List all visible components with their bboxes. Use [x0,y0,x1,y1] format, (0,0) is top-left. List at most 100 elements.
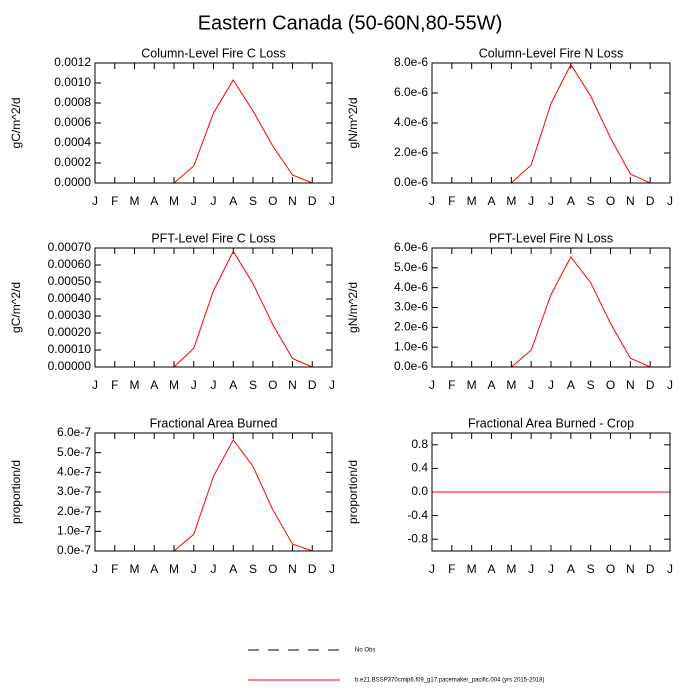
x-tick-label: J [329,562,335,576]
x-tick-label: J [667,194,673,208]
x-tick-label: J [528,378,534,392]
data-line [95,250,313,368]
x-tick-label: A [229,194,237,208]
y-tick-label: 6.0e-7 [57,425,91,439]
x-tick-label: S [249,194,257,208]
y-tick-label: 0.0 [411,484,428,498]
panel-title: Column-Level Fire C Loss [141,46,286,60]
x-tick-label: J [211,562,217,576]
y-axis-label: gC/m^2/d [9,282,23,333]
x-tick-label: J [548,194,554,208]
y-axis-label: proportion/d [9,460,23,524]
x-tick-label: A [150,562,158,576]
x-tick-label: J [191,194,197,208]
data-line [432,256,651,368]
x-tick-label: M [169,194,179,208]
x-tick-label: N [626,378,635,392]
y-tick-label: 0.0000 [54,175,91,189]
x-tick-label: S [587,378,595,392]
y-tick-label: 5.0e-6 [394,260,428,274]
x-tick-label: S [587,562,595,576]
x-tick-label: N [626,562,635,576]
x-tick-label: O [606,562,615,576]
y-tick-label: 0.00060 [48,257,92,271]
x-tick-label: A [567,562,575,576]
y-axis-label: gN/m^2/d [346,98,360,149]
x-tick-label: D [308,562,317,576]
plot-frame [431,432,671,552]
y-tick-label: 2.0e-6 [394,320,428,334]
y-tick-label: 0.0006 [54,115,91,129]
y-tick-label: 2.0e-6 [394,145,428,159]
x-tick-label: N [626,194,635,208]
x-tick-label: J [548,562,554,576]
x-tick-label: F [448,562,455,576]
y-tick-label: 0.00040 [48,291,92,305]
y-tick-label: 4.0e-6 [394,115,428,129]
y-tick-label: 0.8 [411,437,428,451]
y-tick-label: -0.4 [407,508,428,522]
x-tick-label: J [528,194,534,208]
x-tick-label: D [646,562,655,576]
x-tick-label: F [111,562,118,576]
y-tick-label: 0.0e-7 [57,543,91,557]
x-tick-label: M [506,194,516,208]
x-tick-label: O [268,378,277,392]
x-tick-label: M [467,378,477,392]
x-tick-label: M [130,194,140,208]
x-tick-label: N [288,378,297,392]
y-tick-label: -0.8 [407,531,428,545]
y-axis-label: gC/m^2/d [9,98,23,149]
y-tick-label: 0.00010 [48,342,92,356]
x-tick-label: M [130,378,140,392]
y-tick-label: 8.0e-6 [394,55,428,69]
y-tick-label: 0.0012 [54,55,91,69]
y-tick-label: 4.0e-7 [57,465,91,479]
x-tick-label: S [249,378,257,392]
x-tick-label: F [448,378,455,392]
x-tick-label: J [191,562,197,576]
x-tick-label: F [111,194,118,208]
x-tick-label: A [150,378,158,392]
panel-title: PFT-Level Fire C Loss [151,231,275,245]
x-tick-label: A [567,194,575,208]
x-tick-label: M [467,562,477,576]
x-tick-label: S [587,194,595,208]
x-tick-label: M [506,562,516,576]
x-tick-label: J [429,194,435,208]
x-tick-label: J [92,194,98,208]
x-tick-label: F [111,378,118,392]
y-tick-label: 0.00050 [48,274,92,288]
x-tick-label: J [548,378,554,392]
legend-label: b.e21.BSSP370cmip6.f09_g17.pacemaker_pac… [355,678,544,684]
data-line [432,63,651,184]
x-tick-label: N [288,562,297,576]
x-tick-label: A [487,194,495,208]
x-tick-label: M [506,378,516,392]
x-tick-label: A [150,194,158,208]
x-tick-label: J [211,378,217,392]
y-tick-label: 0.0010 [54,75,91,89]
x-tick-label: A [487,378,495,392]
x-tick-label: J [667,378,673,392]
x-tick-label: J [528,562,534,576]
y-tick-label: 4.0e-6 [394,280,428,294]
y-tick-label: 3.0e-6 [394,300,428,314]
y-tick-label: 0.0004 [54,135,91,149]
y-tick-label: 0.00000 [48,359,92,373]
y-tick-label: 5.0e-7 [57,445,91,459]
panel-title: Column-Level Fire N Loss [479,46,624,60]
y-tick-label: 0.0008 [54,95,91,109]
y-tick-label: 1.0e-7 [57,524,91,538]
x-tick-label: J [329,378,335,392]
x-tick-label: A [229,562,237,576]
x-tick-label: O [606,378,615,392]
y-axis-label: gN/m^2/d [346,282,360,333]
x-tick-label: J [92,378,98,392]
x-tick-label: J [667,562,673,576]
x-tick-label: J [429,562,435,576]
panel-title: Fractional Area Burned - Crop [468,416,634,430]
y-tick-label: 0.00070 [48,240,92,254]
panel-title: Fractional Area Burned [150,416,278,430]
x-tick-label: O [268,562,277,576]
